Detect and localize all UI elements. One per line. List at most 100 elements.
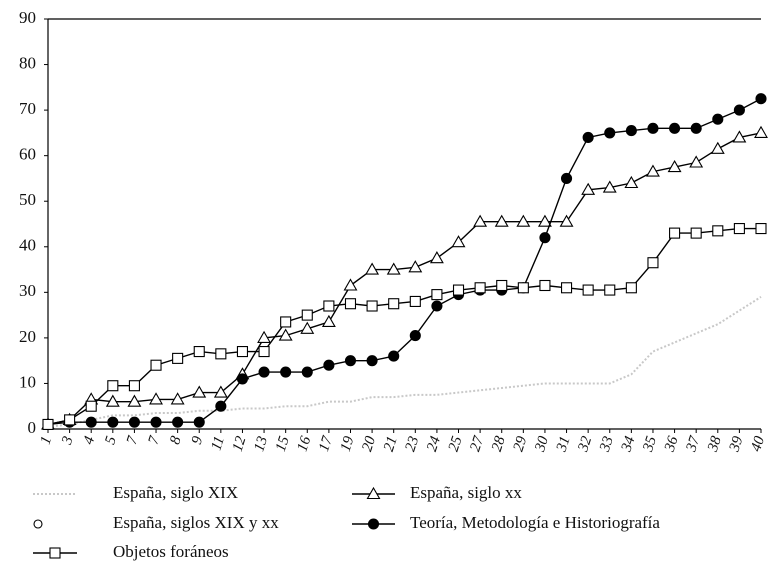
- x-tick-label: 23: [403, 434, 423, 453]
- x-tick-label: 33: [597, 434, 617, 454]
- circle-marker: [215, 400, 227, 412]
- circle-marker: [560, 172, 573, 184]
- circle-marker: [582, 131, 594, 143]
- x-tick-label: 7: [146, 433, 164, 447]
- circle-marker: [85, 416, 97, 428]
- triangle-marker: [300, 321, 315, 334]
- circle-marker: [107, 416, 119, 428]
- x-tick-label: 11: [208, 434, 228, 452]
- x-tick-label: 21: [381, 434, 401, 453]
- triangle-marker: [646, 164, 660, 177]
- triangle-marker: [105, 394, 120, 407]
- square-marker: [280, 316, 292, 328]
- square-marker: [690, 227, 702, 239]
- x-tick-label: 25: [446, 434, 466, 454]
- triangle-marker: [386, 262, 401, 275]
- legend-label: Objetos foráneos: [113, 542, 229, 561]
- x-tick-label: 8: [167, 434, 185, 447]
- square-marker: [64, 414, 76, 426]
- square-marker: [452, 284, 465, 296]
- square-marker: [517, 282, 529, 294]
- triangle-marker: [559, 214, 574, 227]
- x-tick-label: 37: [683, 433, 704, 455]
- square-marker: [604, 284, 616, 296]
- square-marker: [496, 279, 508, 292]
- triangle-marker: [213, 385, 228, 398]
- triangle-marker: [429, 251, 444, 264]
- triangle-marker: [408, 260, 423, 273]
- triangle-marker: [494, 214, 509, 227]
- y-tick-label: 70: [19, 99, 36, 118]
- square-marker: [733, 223, 745, 235]
- square-marker: [215, 348, 227, 360]
- square-marker: [85, 400, 97, 412]
- circle-marker: [388, 350, 400, 362]
- square-marker: [539, 279, 551, 292]
- series-line: [47, 132, 762, 426]
- circle-marker: [172, 416, 184, 428]
- legend-label: España, siglo xx: [410, 483, 522, 502]
- x-tick-label: 28: [489, 434, 509, 454]
- x-tick-label: 30: [532, 434, 552, 455]
- circle-marker: [367, 518, 380, 530]
- triangle-marker: [732, 130, 747, 143]
- circle-marker: [669, 122, 681, 134]
- y-tick-label: 60: [19, 145, 36, 164]
- circle-marker: [647, 122, 659, 134]
- triangle-marker: [689, 155, 704, 168]
- square-marker: [344, 298, 357, 310]
- y-tick-label: 50: [19, 190, 36, 209]
- x-tick-label: 9: [189, 434, 207, 447]
- x-tick-label: 3: [59, 434, 77, 447]
- square-marker: [150, 359, 162, 371]
- circle-marker: [755, 93, 767, 105]
- square-marker: [625, 282, 637, 294]
- circle-marker: [258, 366, 270, 378]
- square-marker: [49, 547, 61, 559]
- triangle-marker: [343, 278, 358, 291]
- square-marker: [755, 223, 767, 235]
- x-tick-label: 40: [748, 434, 768, 454]
- x-tick-label: 5: [102, 434, 120, 447]
- circle-marker: [344, 355, 357, 367]
- x-tick-label: 36: [661, 434, 681, 455]
- circle-marker: [323, 359, 335, 371]
- x-tick-label: 39: [726, 434, 746, 455]
- x-tick-label: 4: [81, 434, 99, 447]
- x-tick-label: 19: [338, 434, 358, 454]
- x-tick-label: 35: [640, 434, 660, 455]
- triangle-marker: [581, 182, 596, 195]
- triangle-marker: [127, 394, 142, 407]
- triangle-marker: [321, 314, 336, 327]
- circle-marker: [733, 104, 745, 116]
- y-tick-label: 30: [19, 281, 36, 300]
- circle-marker: [128, 416, 140, 428]
- y-tick-label: 90: [19, 8, 36, 27]
- x-tick-label: 7: [124, 433, 142, 447]
- square-marker: [582, 284, 594, 296]
- y-tick-label: 10: [19, 372, 36, 391]
- triangle-marker: [754, 125, 768, 138]
- square-marker: [236, 346, 249, 358]
- triangle-marker: [257, 330, 272, 343]
- x-tick-label: 38: [705, 434, 725, 455]
- triangle-marker: [170, 392, 185, 405]
- square-marker: [669, 227, 681, 239]
- x-tick-label: 29: [511, 434, 531, 454]
- square-marker: [323, 300, 335, 312]
- triangle-marker: [365, 262, 380, 275]
- triangle-marker: [451, 235, 466, 248]
- triangle-marker: [516, 214, 531, 227]
- x-tick-label: 32: [575, 434, 595, 455]
- triangle-marker: [473, 214, 488, 227]
- square-marker: [107, 380, 119, 392]
- circle-marker: [301, 366, 313, 378]
- square-marker: [193, 346, 205, 358]
- x-tick-label: 16: [294, 434, 314, 454]
- square-marker: [647, 257, 659, 269]
- triangle-marker: [602, 180, 617, 193]
- y-tick-label: 40: [19, 236, 36, 255]
- circle-marker: [366, 355, 378, 367]
- triangle-marker: [537, 214, 552, 227]
